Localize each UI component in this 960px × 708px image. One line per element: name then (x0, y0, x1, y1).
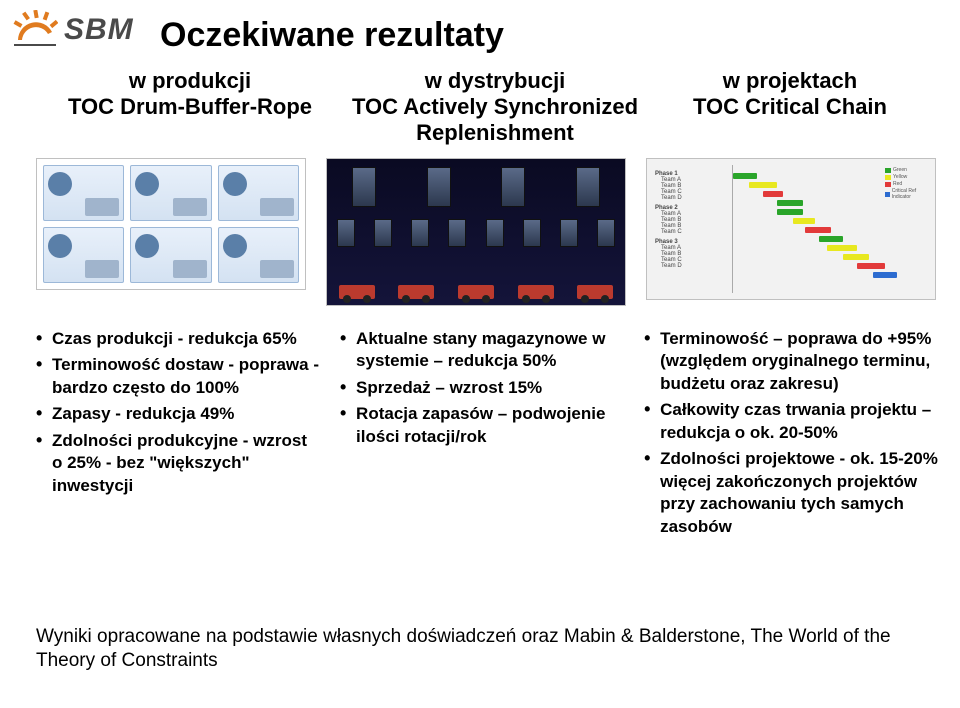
gantt-bar (793, 218, 815, 224)
gantt-bar (873, 272, 897, 278)
columns-header-row: w produkcji TOC Drum-Buffer-Rope w dystr… (40, 68, 940, 146)
prod-cell (43, 165, 124, 221)
footer-citation: Wyniki opracowane na podstawie własnych … (36, 625, 924, 674)
prod-cell (218, 165, 299, 221)
building-icon (411, 219, 429, 247)
slide-title: Oczekiwane rezultaty (160, 16, 504, 55)
building-icon (374, 219, 392, 247)
building-icon (597, 219, 615, 247)
bullet-item: Rotacja zapasów – podwojenie ilości rota… (340, 403, 626, 448)
building-icon (486, 219, 504, 247)
logo-text: SBM (64, 13, 134, 47)
gantt-bar (843, 254, 869, 260)
building-icon (523, 219, 541, 247)
legend-swatch (885, 175, 891, 180)
gantt-task-label: Team C (661, 229, 730, 235)
building-icon (501, 167, 525, 207)
bullet-item: Aktualne stany magazynowe w systemie – r… (340, 328, 626, 373)
gantt-bar (857, 263, 885, 269)
col1-line1: w produkcji (40, 68, 340, 94)
building-icon (337, 219, 355, 247)
col3-line2: TOC Critical Chain (650, 94, 930, 120)
bullet-item: Całkowity czas trwania projektu – redukc… (644, 399, 940, 444)
prod-cell (218, 227, 299, 283)
col1-bullets: Czas produkcji - redukcja 65% Terminowość… (36, 328, 322, 542)
gantt-bar (749, 182, 777, 188)
gantt-legend-item: Green (885, 167, 927, 173)
truck-icon (458, 285, 494, 299)
bullet-item: Sprzedaż – wzrost 15% (340, 377, 626, 399)
legend-swatch (885, 192, 890, 197)
production-cells-image (36, 158, 306, 290)
col3-line1: w projektach (650, 68, 930, 94)
col2-bullets: Aktualne stany magazynowe w systemie – r… (340, 328, 626, 542)
prod-cell (130, 165, 211, 221)
gantt-bars: GreenYellowRedCritical Ref Indicator (733, 165, 929, 293)
brand-logo: SBM (12, 10, 134, 50)
legend-swatch (885, 182, 891, 187)
col3-heading: w projektach TOC Critical Chain (650, 68, 930, 146)
col1-heading: w produkcji TOC Drum-Buffer-Rope (40, 68, 340, 146)
col2-line1: w dystrybucji (340, 68, 650, 94)
gantt-legend: GreenYellowRedCritical Ref Indicator (885, 167, 927, 201)
col2-line2: TOC Actively Synchronized (340, 94, 650, 120)
gantt-task-label: Team D (661, 195, 730, 201)
building-icon (427, 167, 451, 207)
bullet-item: Terminowość dostaw - poprawa - bardzo cz… (36, 354, 322, 399)
bullet-item: Zdolności produkcyjne - wzrost o 25% - b… (36, 430, 322, 497)
logo-sun-icon (12, 10, 58, 50)
gantt-bar (777, 200, 803, 206)
truck-icon (518, 285, 554, 299)
bullets-row: Czas produkcji - redukcja 65% Terminowość… (36, 328, 940, 542)
building-icon (576, 167, 600, 207)
gantt-bar (777, 209, 803, 215)
prod-cell (130, 227, 211, 283)
gantt-bar (805, 227, 831, 233)
prod-cell (43, 227, 124, 283)
legend-label: Yellow (893, 174, 907, 180)
gantt-legend-item: Red (885, 181, 927, 187)
gantt-bar (827, 245, 857, 251)
gantt-chart-image: Phase 1Team ATeam BTeam CTeam DPhase 2Te… (646, 158, 936, 300)
legend-label: Red (893, 181, 902, 187)
col3-bullets: Terminowość – poprawa do +95% (względem … (644, 328, 940, 542)
bullet-item: Zapasy - redukcja 49% (36, 403, 322, 425)
gantt-bar (733, 173, 757, 179)
legend-label: Critical Ref Indicator (892, 188, 927, 200)
gantt-task-label: Team D (661, 263, 730, 269)
truck-icon (577, 285, 613, 299)
bullet-item: Terminowość – poprawa do +95% (względem … (644, 328, 940, 395)
truck-icon (398, 285, 434, 299)
bullet-item: Czas produkcji - redukcja 65% (36, 328, 322, 350)
building-icon (352, 167, 376, 207)
distribution-city-image (326, 158, 626, 306)
col2-heading: w dystrybucji TOC Actively Synchronized … (340, 68, 650, 146)
gantt-legend-item: Yellow (885, 174, 927, 180)
gantt-legend-item: Critical Ref Indicator (885, 188, 927, 200)
bullet-item: Zdolności projektowe - ok. 15-20% więcej… (644, 448, 940, 538)
building-icon (560, 219, 578, 247)
col1-line2: TOC Drum-Buffer-Rope (40, 94, 340, 120)
truck-icon (339, 285, 375, 299)
legend-swatch (885, 168, 891, 173)
gantt-bar (819, 236, 843, 242)
gantt-bar (763, 191, 783, 197)
illustrations-row: Phase 1Team ATeam BTeam CTeam DPhase 2Te… (36, 158, 940, 308)
gantt-task-list: Phase 1Team ATeam BTeam CTeam DPhase 2Te… (653, 165, 733, 293)
col2-line3: Replenishment (340, 120, 650, 146)
building-icon (448, 219, 466, 247)
legend-label: Green (893, 167, 907, 173)
